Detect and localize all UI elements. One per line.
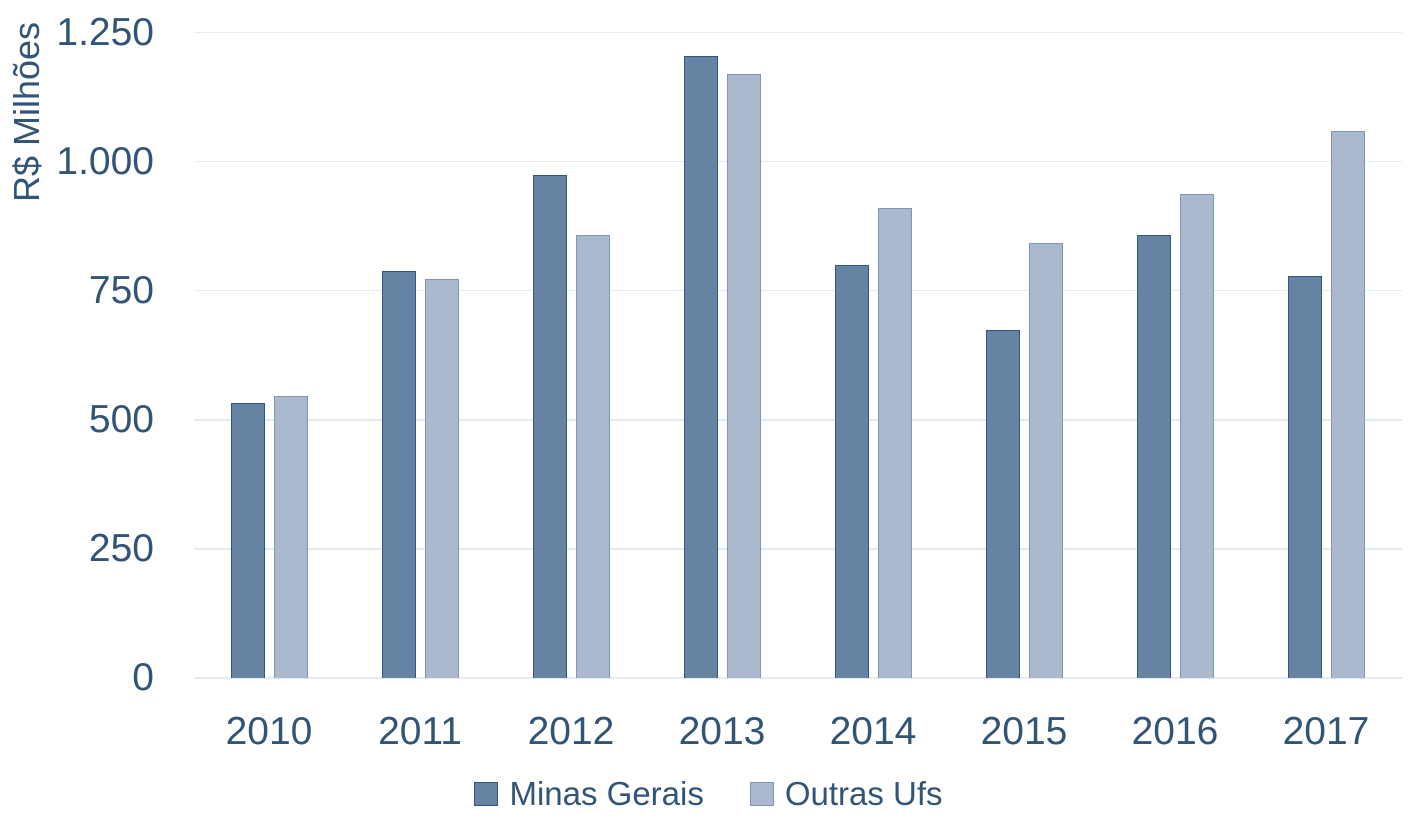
y-tick-label-1000: 1.000 xyxy=(56,139,154,183)
legend-swatch-outras-ufs xyxy=(749,782,774,806)
bar-2013-outras-ufs xyxy=(726,73,761,678)
bar-2012-minas-gerais xyxy=(532,174,567,678)
y-tick-label-250: 250 xyxy=(88,526,154,570)
gridline-750 xyxy=(193,289,1402,292)
x-tick-label-2013: 2013 xyxy=(678,710,766,753)
legend-swatch-minas-gerais xyxy=(474,782,499,806)
x-tick-label-2016: 2016 xyxy=(1131,710,1219,753)
x-tick-label-2011: 2011 xyxy=(378,710,462,753)
gridline-0 xyxy=(193,677,1402,679)
gridline-250 xyxy=(193,548,1402,550)
bar-2011-minas-gerais xyxy=(381,270,416,678)
bar-2017-minas-gerais xyxy=(1287,276,1322,678)
legend-item-outras-ufs: Outras Ufs xyxy=(749,775,943,812)
bar-2011-outras-ufs xyxy=(424,278,459,678)
bar-2015-minas-gerais xyxy=(985,329,1020,678)
bar-2014-minas-gerais xyxy=(834,264,869,678)
legend-label-minas-gerais: Minas Gerais xyxy=(509,775,704,812)
legend-item-minas-gerais: Minas Gerais xyxy=(474,775,704,812)
bar-2015-outras-ufs xyxy=(1028,242,1063,678)
x-tick-label-2010: 2010 xyxy=(225,710,313,753)
x-tick-label-2014: 2014 xyxy=(829,710,917,753)
x-tick-label-2012: 2012 xyxy=(527,710,615,753)
bar-2016-minas-gerais xyxy=(1136,234,1171,678)
y-tick-label-750: 750 xyxy=(88,268,154,312)
bar-2016-outras-ufs xyxy=(1179,194,1214,678)
gridline-1000 xyxy=(193,160,1402,163)
legend-label-outras-ufs: Outras Ufs xyxy=(784,775,943,812)
bar-2017-outras-ufs xyxy=(1330,130,1365,678)
bar-2013-minas-gerais xyxy=(683,55,718,678)
x-tick-label-2015: 2015 xyxy=(980,710,1068,753)
bar-2010-minas-gerais xyxy=(230,402,265,678)
bar-2012-outras-ufs xyxy=(575,234,610,678)
x-tick-label-2017: 2017 xyxy=(1282,710,1370,753)
y-tick-label-1250: 1.250 xyxy=(56,10,154,54)
y-axis-title: R$ Milhões xyxy=(6,21,47,203)
bar-2014-outras-ufs xyxy=(877,207,912,678)
gridline-500 xyxy=(193,419,1402,421)
y-tick-label-0: 0 xyxy=(132,656,154,699)
legend: Minas Gerais Outras Ufs xyxy=(0,770,1417,818)
gridline-1250 xyxy=(193,31,1402,34)
y-tick-label-500: 500 xyxy=(88,397,154,441)
bar-2010-outras-ufs xyxy=(273,395,308,678)
